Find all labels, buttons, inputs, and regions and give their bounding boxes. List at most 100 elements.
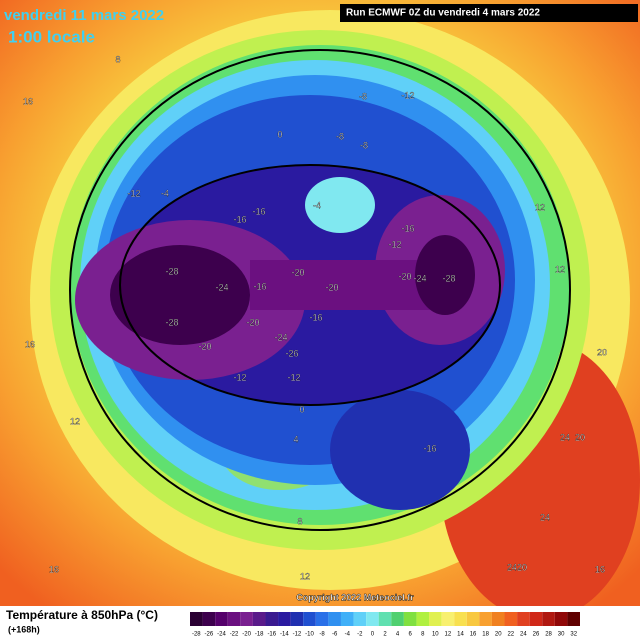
map-label: -12 bbox=[127, 188, 140, 198]
map-label: 8 bbox=[297, 516, 302, 526]
scale-label: -22 bbox=[230, 632, 239, 638]
scale-cell bbox=[227, 612, 241, 626]
map-label: -28 bbox=[442, 273, 455, 283]
map-label: -24 bbox=[274, 332, 287, 342]
scale-cell bbox=[554, 612, 568, 626]
contour bbox=[69, 49, 571, 531]
scale-label: 20 bbox=[495, 632, 502, 638]
scale-label: -6 bbox=[332, 632, 338, 638]
map-label: -16 bbox=[253, 281, 266, 291]
run: Run ECMWF 0Z du vendredi 4 mars 2022 bbox=[346, 8, 540, 19]
scale-label: 4 bbox=[396, 632, 400, 638]
map-label: 12 bbox=[70, 416, 80, 426]
scale-cell bbox=[240, 612, 253, 626]
scale-label: 10 bbox=[432, 632, 439, 638]
scale-cell bbox=[466, 612, 480, 626]
scale-label: 16 bbox=[470, 632, 477, 638]
map-label: -20 bbox=[325, 282, 338, 292]
map-label: 12 bbox=[535, 202, 545, 212]
temp-zone bbox=[330, 390, 470, 510]
map-label: -16 bbox=[423, 443, 436, 453]
scale-label: 14 bbox=[457, 632, 464, 638]
scale-cell bbox=[504, 612, 518, 626]
scale-label: -16 bbox=[267, 632, 276, 638]
scale-label: 24 bbox=[520, 632, 527, 638]
scale-cell bbox=[328, 612, 341, 626]
map-label: -8 bbox=[336, 131, 344, 141]
map-label: -12 bbox=[388, 239, 401, 249]
map-label: -24 bbox=[413, 273, 426, 283]
scale-label: 30 bbox=[558, 632, 565, 638]
date: vendredi 11 mars 2022 bbox=[4, 7, 164, 24]
map-label: -8 bbox=[359, 91, 367, 101]
scale-cell bbox=[278, 612, 291, 626]
scale-label: 28 bbox=[545, 632, 552, 638]
scale-cell bbox=[190, 612, 203, 626]
scale-label: -10 bbox=[305, 632, 314, 638]
contour bbox=[119, 164, 501, 406]
map-label: -16 bbox=[401, 223, 414, 233]
map-label: -16 bbox=[309, 312, 322, 322]
scale-cell bbox=[542, 612, 555, 626]
scale-label: -8 bbox=[319, 632, 325, 638]
map-label: 0 bbox=[277, 129, 282, 139]
map-label: 20 bbox=[517, 562, 527, 572]
scale-label: -14 bbox=[280, 632, 289, 638]
scale-label: 8 bbox=[421, 632, 425, 638]
color-scale: -28 -26 -24 -22 -20 -18 -16 -14 -12 -10 -8 -6 -4 -2 0 2… bbox=[190, 612, 580, 638]
map-label: 16 bbox=[595, 564, 605, 574]
map-label: -12 bbox=[287, 372, 300, 382]
map-label: 24 bbox=[507, 562, 517, 572]
map-label: -20 bbox=[246, 317, 259, 327]
map-label: 12 bbox=[300, 571, 310, 581]
scale-label: 26 bbox=[533, 632, 540, 638]
scale-label: 0 bbox=[371, 632, 375, 638]
map-label: -20 bbox=[198, 341, 211, 351]
scale-cell bbox=[479, 612, 492, 626]
map-label: 4 bbox=[293, 434, 298, 444]
map-label: -4 bbox=[313, 200, 321, 210]
scale-label: -20 bbox=[242, 632, 251, 638]
scale-label: 18 bbox=[482, 632, 489, 638]
map-label: -16 bbox=[252, 206, 265, 216]
scale-label: -2 bbox=[357, 632, 363, 638]
scale-cell bbox=[403, 612, 417, 626]
scale-label: -26 bbox=[205, 632, 214, 638]
scale-cell bbox=[429, 612, 442, 626]
map-label: -26 bbox=[285, 348, 298, 358]
scale-cell bbox=[517, 612, 530, 626]
map-label: -16 bbox=[233, 214, 246, 224]
scale-label: 22 bbox=[507, 632, 514, 638]
temp-zone bbox=[110, 245, 250, 345]
scale-cell bbox=[491, 612, 505, 626]
map-label: -4 bbox=[161, 188, 169, 198]
map-label: 16 bbox=[23, 96, 33, 106]
map-label: -12 bbox=[233, 372, 246, 382]
map-label: 0 bbox=[299, 404, 304, 414]
scale-cell bbox=[567, 612, 580, 626]
scale-cell bbox=[441, 612, 455, 626]
map-label: -24 bbox=[215, 282, 228, 292]
map-label: 8 bbox=[115, 54, 120, 64]
scale-cell bbox=[315, 612, 329, 626]
map-label: -28 bbox=[165, 317, 178, 327]
map-label: 20 bbox=[575, 432, 585, 442]
scale-label: 6 bbox=[408, 632, 412, 638]
map-labels: -28-24-28-20-16-20-24-26-20-20-16-12 -12-… bbox=[23, 54, 607, 581]
map-label: 24 bbox=[560, 432, 570, 442]
map-label: -12 bbox=[401, 90, 414, 100]
temp-zone bbox=[305, 177, 375, 233]
scale-cell bbox=[215, 612, 228, 626]
footer-title: Température à 850hPa (°C) bbox=[6, 608, 158, 622]
map-label: 16 bbox=[49, 564, 59, 574]
scale-cell bbox=[340, 612, 354, 626]
temp-zone bbox=[415, 235, 475, 315]
scale-cell bbox=[303, 612, 316, 626]
scale-cell bbox=[454, 612, 467, 626]
scale-cell bbox=[290, 612, 304, 626]
scale-label: 32 bbox=[570, 632, 577, 638]
scale-cell bbox=[378, 612, 392, 626]
run-box bbox=[340, 4, 638, 22]
scale-label: -18 bbox=[255, 632, 264, 638]
